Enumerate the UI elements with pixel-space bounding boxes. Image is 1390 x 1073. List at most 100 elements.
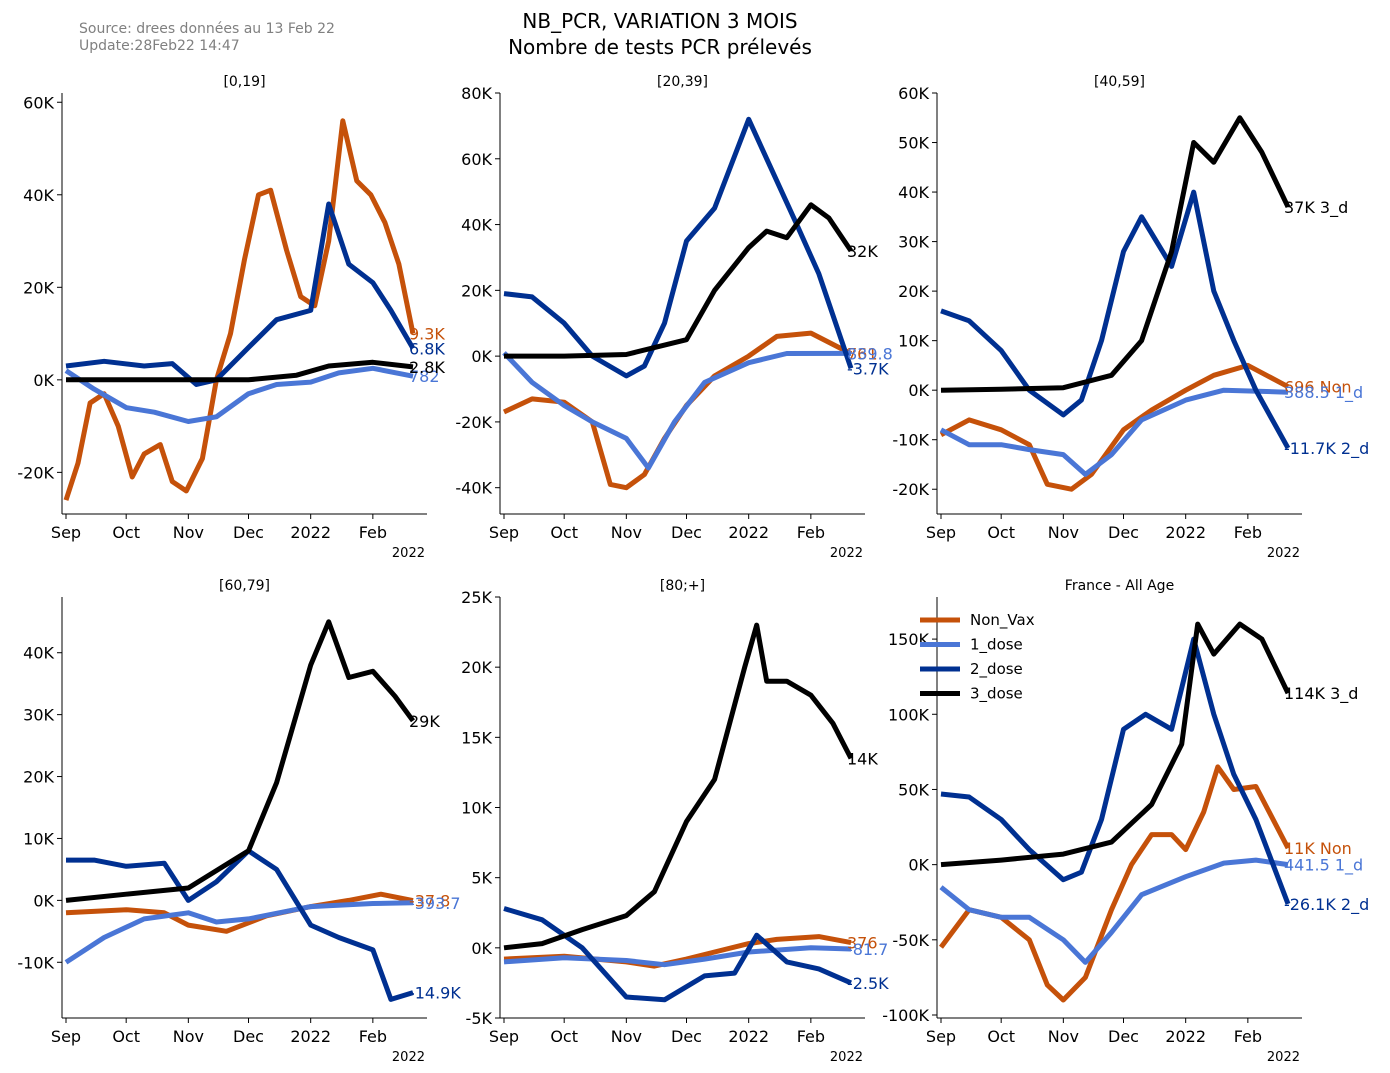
legend-label: Non_Vax xyxy=(970,611,1035,630)
y-tick-label: -40K xyxy=(455,479,492,498)
y-tick-label: 40K xyxy=(23,644,54,663)
x-tick-label: Nov xyxy=(173,1027,204,1046)
x-offset-label: 2022 xyxy=(392,546,425,561)
chart-panel-1: [20,39] -40K -20K 0K 20K 40K 60K 80K Sep Oct Nov De… xyxy=(455,74,892,561)
legend: Non_Vax 1_dose 2_dose 3_dose xyxy=(920,611,1035,704)
chart-panel-3: [60,79] -10K 0K 10K 20K 30K 40K Sep Oct Nov Dec 202… xyxy=(17,578,461,1065)
x-tick-label: Oct xyxy=(987,1027,1015,1046)
x-tick-label: Oct xyxy=(550,1027,578,1046)
series-line-3_dose xyxy=(940,115,1291,393)
y-tick-label: -5K xyxy=(466,1009,493,1028)
x-tick-label: Sep xyxy=(51,1027,81,1046)
y-tick-label: 100K xyxy=(888,705,930,724)
x-tick-label: Dec xyxy=(1108,523,1139,542)
series-end-label: -11.7K 2_d xyxy=(1284,439,1369,459)
series-line-1_dose xyxy=(939,387,1289,477)
series-end-label: 11K Non xyxy=(1284,839,1352,858)
y-tick-label: -20K xyxy=(17,463,54,482)
chart-panel-2: [40,59] -20K -10K 0K 10K 20K 30K 40K 50K 60K Sep Oc… xyxy=(892,74,1369,561)
series-line-3_dose xyxy=(66,359,414,383)
series-end-label: -2.5K xyxy=(847,974,889,993)
series-end-label: -14.9K xyxy=(409,984,461,1003)
series-line-2_dose xyxy=(940,636,1291,905)
series-end-label: -81.7 xyxy=(847,940,888,959)
series-line-Non_Vax xyxy=(63,118,416,501)
y-tick-label: 20K xyxy=(898,282,929,301)
chart-panel-4: [80;+] -5K 0K 5K 10K 15K 20K 25K Sep Oct Nov Dec 202… xyxy=(461,578,889,1065)
series-end-label: -37.8 xyxy=(409,892,450,911)
x-tick-label: Dec xyxy=(671,523,702,542)
y-tick-label: 25K xyxy=(461,588,492,607)
x-tick-label: 2022 xyxy=(290,523,331,542)
x-tick-label: Nov xyxy=(173,523,204,542)
x-tick-label: 2022 xyxy=(1165,1027,1206,1046)
series-line-2_dose xyxy=(503,906,852,1003)
x-tick-label: Dec xyxy=(233,1027,264,1046)
series-line-3_dose xyxy=(940,621,1291,868)
y-tick-label: 40K xyxy=(898,183,929,202)
x-tick-label: 2022 xyxy=(1165,523,1206,542)
y-tick-label: 0K xyxy=(471,939,492,958)
y-tick-label: 80K xyxy=(461,84,492,103)
series-line-3_dose xyxy=(65,619,416,903)
x-tick-label: Sep xyxy=(489,1027,519,1046)
panel-title: [80;+] xyxy=(660,578,705,594)
y-tick-label: 20K xyxy=(23,278,54,297)
y-tick-label: 150K xyxy=(888,630,930,649)
x-tick-label: Feb xyxy=(1234,523,1262,542)
x-tick-label: Dec xyxy=(233,523,264,542)
y-tick-label: -20K xyxy=(455,413,492,432)
y-tick-label: 60K xyxy=(23,93,54,112)
x-tick-label: Nov xyxy=(1048,523,1079,542)
x-tick-label: Sep xyxy=(926,523,956,542)
x-offset-label: 2022 xyxy=(392,1050,425,1065)
source-line: Source: drees données au 13 Feb 22 xyxy=(79,21,335,37)
y-tick-label: 0K xyxy=(33,891,54,910)
y-tick-label: 60K xyxy=(898,84,929,103)
x-offset-label: 2022 xyxy=(1267,1050,1300,1065)
series-end-label: 9.3K xyxy=(409,325,445,344)
panel-title: France - All Age xyxy=(1065,578,1174,594)
y-tick-label: 10K xyxy=(461,799,492,818)
x-tick-label: Sep xyxy=(51,523,81,542)
x-tick-label: 2022 xyxy=(728,523,769,542)
y-tick-label: -20K xyxy=(892,480,929,499)
series-line-Non_Vax xyxy=(939,362,1290,492)
update-line: Update:28Feb22 14:47 xyxy=(79,38,240,54)
series-line-3_dose xyxy=(503,622,854,951)
x-tick-label: Oct xyxy=(987,523,1015,542)
y-tick-label: 15K xyxy=(461,728,492,747)
series-end-label: 441.5 1_d xyxy=(1284,856,1363,876)
series-line-Non_Vax xyxy=(65,891,414,934)
figure-title-line1: NB_PCR, VARIATION 3 MOIS xyxy=(522,9,798,33)
series-line-1_dose xyxy=(64,900,414,965)
figure-title-line2: Nombre de tests PCR prélevés xyxy=(508,35,812,59)
series-end-label: 376 xyxy=(847,934,878,953)
series-end-label: 388.5 1_d xyxy=(1284,383,1363,403)
y-tick-label: -10K xyxy=(892,431,929,450)
y-tick-label: 40K xyxy=(23,186,54,205)
x-tick-label: Oct xyxy=(550,523,578,542)
y-tick-label: 50K xyxy=(898,134,929,153)
panel-title: [20,39] xyxy=(657,74,708,90)
y-tick-label: 0K xyxy=(33,371,54,390)
legend-label: 2_dose xyxy=(970,660,1023,679)
series-line-2_dose xyxy=(65,201,416,387)
source-note: Source: drees données au 13 Feb 22 Updat… xyxy=(79,21,335,55)
series-line-1_dose xyxy=(502,350,852,471)
series-end-label: 761 xyxy=(847,345,878,364)
series-line-Non_Vax xyxy=(938,764,1291,1003)
series-end-label: -393.7 xyxy=(409,894,461,913)
legend-label: 1_dose xyxy=(970,636,1023,655)
y-tick-label: 20K xyxy=(461,281,492,300)
y-tick-label: -10K xyxy=(17,953,54,972)
series-line-1_dose xyxy=(939,857,1289,965)
series-end-label: 29K xyxy=(409,712,440,731)
series-end-label: 782 xyxy=(409,367,440,386)
y-tick-label: 5K xyxy=(471,869,492,888)
x-tick-label: Nov xyxy=(611,523,642,542)
x-tick-label: Dec xyxy=(1108,1027,1139,1046)
x-tick-label: 2022 xyxy=(290,1027,331,1046)
x-tick-label: Sep xyxy=(489,523,519,542)
